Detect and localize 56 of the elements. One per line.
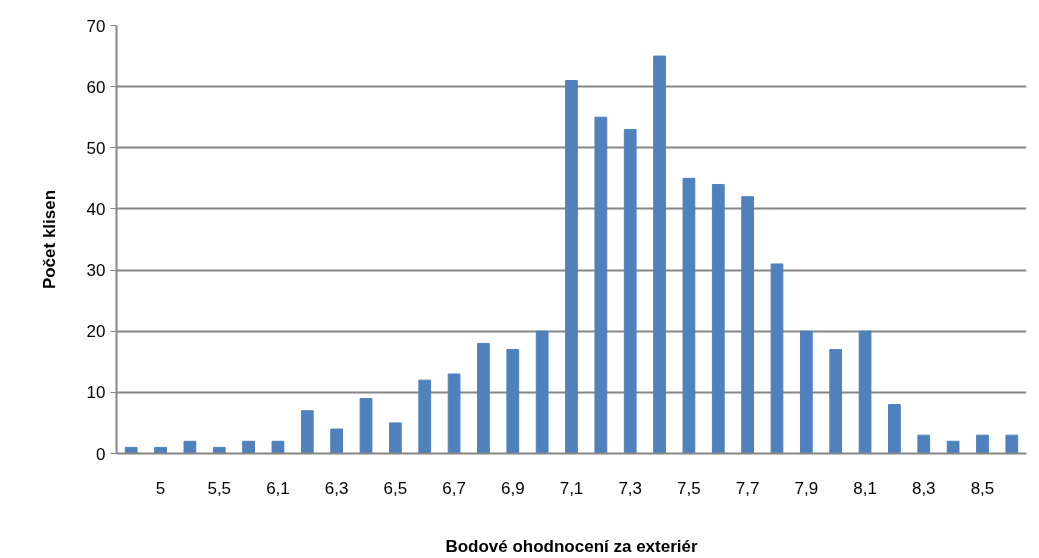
bar — [418, 379, 432, 454]
bar — [829, 349, 843, 454]
y-tick-label: 20 — [86, 322, 106, 342]
x-tick-label: 7,7 — [735, 478, 760, 498]
bar — [477, 342, 490, 454]
bar — [682, 177, 696, 454]
bar — [447, 373, 461, 454]
bar — [946, 440, 960, 454]
bar — [183, 440, 197, 454]
bar — [242, 440, 255, 454]
bar — [770, 263, 784, 454]
x-axis-title: Bodové ohodnocení za exteriér — [445, 536, 698, 556]
x-tick-label: 5,5 — [207, 478, 232, 498]
x-tick-label: 8,5 — [970, 478, 995, 498]
bar — [917, 434, 931, 454]
x-tick-label: 6,1 — [266, 478, 290, 498]
x-tick-label: 8,3 — [911, 478, 936, 498]
bar — [623, 128, 637, 454]
x-tick-label: 5 — [155, 478, 166, 498]
y-axis-title: Počet klisen — [39, 189, 59, 290]
bar — [535, 330, 549, 454]
bar — [154, 446, 167, 454]
bar — [389, 422, 402, 454]
bar — [506, 349, 520, 454]
bar — [300, 410, 314, 454]
x-tick-label: 7,3 — [618, 478, 643, 498]
bar — [976, 434, 989, 454]
bar — [1005, 434, 1019, 454]
bar — [212, 446, 226, 454]
y-tick-label: 30 — [86, 261, 106, 281]
y-tick-label: 40 — [86, 199, 106, 219]
bar — [565, 80, 578, 454]
y-tick-label: 60 — [86, 77, 106, 97]
bar — [799, 330, 813, 454]
x-tick-label: 6,7 — [442, 478, 466, 498]
x-tick-label: 6,9 — [500, 478, 525, 498]
x-tick-label: 7,5 — [677, 478, 701, 498]
bar — [271, 440, 285, 454]
bar — [124, 446, 138, 454]
bar — [330, 428, 344, 454]
bar — [359, 397, 373, 454]
bar — [888, 404, 901, 454]
x-tick-label: 8,1 — [853, 478, 877, 498]
bar — [858, 330, 872, 454]
y-tick-label: 0 — [96, 444, 106, 464]
bar — [711, 183, 725, 454]
y-tick-label: 70 — [86, 16, 106, 36]
bar — [653, 55, 666, 454]
bar — [594, 116, 608, 454]
y-tick-label: 10 — [86, 383, 106, 403]
x-tick-label: 6,5 — [383, 478, 408, 498]
x-tick-label: 6,3 — [324, 478, 349, 498]
x-tick-label: 7,9 — [794, 478, 819, 498]
bar — [741, 196, 754, 454]
y-tick-label: 50 — [86, 138, 106, 158]
x-tick-label: 7,1 — [559, 478, 584, 498]
